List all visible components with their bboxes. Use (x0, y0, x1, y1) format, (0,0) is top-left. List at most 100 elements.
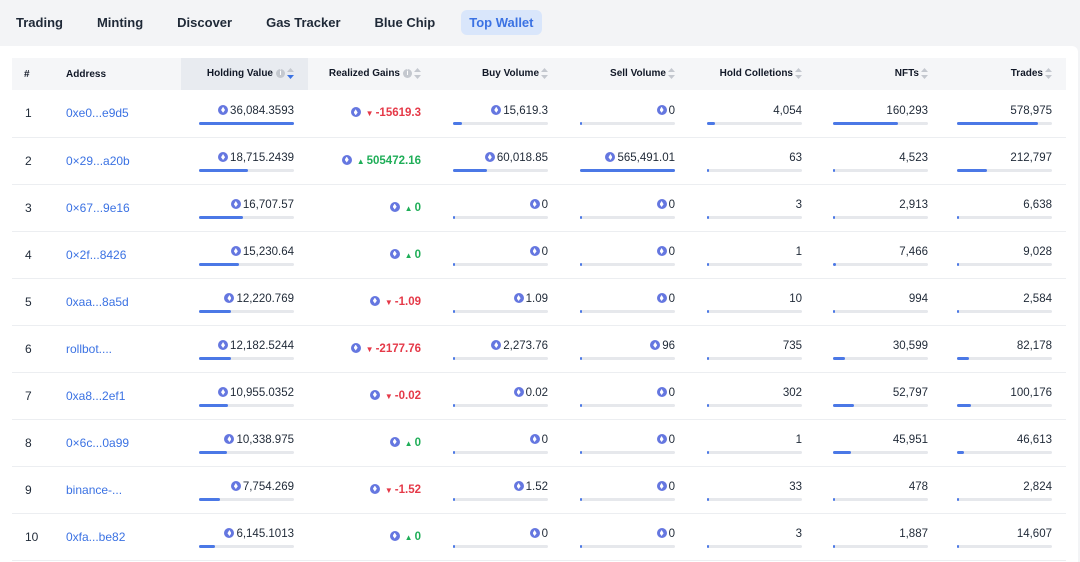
arrow-down-icon: ▼ (384, 297, 393, 307)
table-row[interactable]: 5 0xaa...8a5d 12,220.769 ▼ -1.09 1.09 0 10 994 2,… (12, 278, 1066, 325)
holding-value-bar-fill (199, 216, 243, 219)
buy-volume-cell: 0.02 (435, 372, 562, 419)
address-link[interactable]: 0×67...9e16 (66, 200, 130, 215)
table-row[interactable]: 6 rollbot.... 12,182.5244 ▼ -2177.76 2,273.76… (12, 325, 1066, 372)
address-link[interactable]: 0xe0...e9d5 (66, 106, 129, 121)
buy-volume-cell: 0 (435, 231, 562, 278)
hold-collections-bar-fill (707, 216, 709, 219)
table-row[interactable]: 4 0×2f...8426 15,230.64 ▲ 0 0 0 1 7,466 9,028 (12, 231, 1066, 278)
tab-trading[interactable]: Trading (16, 14, 63, 30)
info-icon[interactable]: i (276, 69, 285, 79)
holding-value-cell: 36,084.3593 (181, 90, 308, 137)
holding-value-bar (199, 216, 294, 219)
nfts-cell: 4,523 (816, 137, 942, 184)
address-link[interactable]: 0×6c...0a99 (66, 435, 130, 450)
nfts-bar (833, 498, 928, 501)
col-holding-value[interactable]: Holding Value i (181, 58, 308, 90)
sort-icon[interactable] (795, 68, 802, 80)
table-row[interactable]: 10 0xfa...be82 6,145.1013 ▲ 0 0 0 3 1,887 14,607 (12, 513, 1066, 560)
rank-cell: 9 (25, 482, 32, 497)
sort-icon[interactable] (668, 68, 675, 80)
eth-icon (656, 387, 667, 397)
holding-value-bar (199, 498, 294, 501)
nfts-bar-fill (833, 169, 835, 172)
col-rank-label: # (24, 68, 30, 80)
tab-top-wallet[interactable]: Top Wallet (461, 9, 542, 35)
col-buy-volume[interactable]: Buy Volume (435, 58, 562, 90)
eth-icon (650, 340, 661, 350)
eth-icon (529, 199, 540, 209)
realized-gains-value: -1.09 (394, 295, 421, 308)
realized-gains-value: 0 (414, 248, 421, 261)
sell-volume-value: 96 (662, 340, 675, 352)
eth-icon (656, 481, 667, 491)
col-trades-label: Trades (1010, 68, 1043, 80)
address-link[interactable]: 0xa8...2ef1 (66, 388, 126, 403)
table-row[interactable]: 8 0×6c...0a99 10,338.975 ▲ 0 0 0 1 45,951 46,613 (12, 419, 1066, 466)
buy-volume-bar-fill (453, 404, 455, 407)
buy-volume-value: 0.02 (525, 387, 548, 399)
table-row[interactable]: 9 binance-... 7,754.269 ▼ -1.52 1.52 0 33 478 2,8… (12, 466, 1066, 513)
sell-volume-bar-fill (580, 310, 582, 313)
trades-bar (957, 404, 1052, 407)
eth-icon (389, 248, 400, 259)
hold-collections-cell: 1 (689, 231, 816, 278)
trades-cell: 6,638 (942, 184, 1066, 231)
nfts-cell: 478 (816, 466, 942, 513)
trades-value: 2,584 (1023, 293, 1052, 305)
realized-gains-cell: ▲ 0 (308, 184, 435, 231)
address-link[interactable]: 0×2f...8426 (66, 247, 127, 262)
info-icon[interactable]: i (403, 69, 412, 79)
table-row[interactable]: 1 0xe0...e9d5 36,084.3593 ▼ -15619.3 15,619.3… (12, 90, 1066, 137)
rank-cell: 7 (25, 388, 32, 403)
trades-bar (957, 357, 1052, 360)
nfts-bar-fill (833, 498, 835, 501)
holding-value-bar-fill (199, 451, 227, 454)
tab-gas-tracker[interactable]: Gas Tracker (266, 14, 341, 30)
buy-volume-bar-fill (453, 216, 455, 219)
table-row[interactable]: 7 0xa8...2ef1 10,955.0352 ▼ -0.02 0.02 0 302 52,… (12, 372, 1066, 419)
address-link[interactable]: binance-... (66, 482, 123, 497)
hold-collections-cell: 3 (689, 513, 816, 560)
sort-icon[interactable] (541, 68, 548, 80)
hold-collections-bar-fill (707, 169, 709, 172)
arrow-down-icon: ▼ (365, 344, 374, 354)
buy-volume-bar-fill (453, 498, 455, 501)
buy-volume-value: 1.09 (525, 293, 548, 305)
holding-value-cell: 15,230.64 (181, 231, 308, 278)
trades-bar-fill (957, 263, 959, 266)
col-trades[interactable]: Trades (942, 58, 1066, 90)
realized-gains-cell: ▼ -15619.3 (308, 90, 435, 137)
buy-volume-value: 1.52 (525, 481, 548, 493)
table-row[interactable]: 3 0×67...9e16 16,707.57 ▲ 0 0 0 3 2,913 6,638 (12, 184, 1066, 231)
sell-volume-cell: 0 (562, 513, 689, 560)
eth-icon (656, 246, 667, 256)
arrow-up-icon: ▲ (356, 156, 365, 166)
tab-minting[interactable]: Minting (96, 14, 144, 30)
address-link[interactable]: 0×29...a20b (66, 153, 130, 168)
rank-cell: 1 (25, 106, 32, 121)
holding-value-bar-fill (199, 310, 231, 313)
sort-icon[interactable] (921, 68, 928, 80)
sort-icon[interactable] (414, 68, 421, 80)
sell-volume-value: 0 (668, 293, 675, 305)
col-hold-collections[interactable]: Hold Colletions (689, 58, 816, 90)
address-link[interactable]: 0xaa...8a5d (66, 294, 129, 309)
sell-volume-value: 0 (668, 246, 675, 258)
sort-desc-icon[interactable] (287, 68, 294, 80)
nfts-cell: 2,913 (816, 184, 942, 231)
rank-cell: 6 (25, 341, 32, 356)
col-realized-gains[interactable]: Realized Gains i (308, 58, 435, 90)
tab-blue-chip[interactable]: Blue Chip (374, 14, 436, 30)
col-sell-volume[interactable]: Sell Volume (562, 58, 689, 90)
trades-bar (957, 216, 1052, 219)
hold-collections-bar (707, 310, 802, 313)
address-link[interactable]: 0xfa...be82 (66, 529, 126, 544)
sort-icon[interactable] (1045, 68, 1052, 80)
hold-collections-bar (707, 404, 802, 407)
col-nfts[interactable]: NFTs (816, 58, 942, 90)
tab-discover[interactable]: Discover (177, 14, 233, 30)
table-row[interactable]: 2 0×29...a20b 18,715.2439 ▲ 505472.16 60,018.… (12, 137, 1066, 184)
eth-icon (224, 434, 235, 444)
address-link[interactable]: rollbot.... (66, 341, 113, 356)
